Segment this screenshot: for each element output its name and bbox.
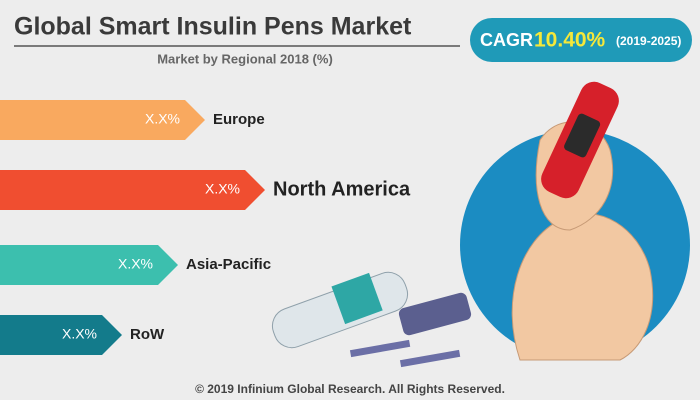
region-label: North America [273, 178, 411, 200]
region-value: X.X% [205, 181, 240, 197]
region-value: X.X% [62, 326, 97, 342]
region-value: X.X% [145, 111, 180, 127]
hand [511, 213, 654, 361]
footer: © 2019 Infinium Global Research. All Rig… [195, 382, 505, 396]
title: Global Smart Insulin Pens Market [14, 13, 412, 41]
strip [399, 349, 461, 368]
subtitle: Market by Regional 2018 (%) [157, 51, 333, 66]
illustration [271, 81, 690, 368]
cagr-value: 10.40% [534, 29, 606, 52]
region-value: X.X% [118, 256, 153, 272]
strip [349, 339, 411, 358]
region-label: Europe [213, 111, 265, 128]
regions: X.X% Europe X.X% North America X.X% Asia-Paci… [0, 100, 411, 355]
cagr-period: (2019-2025) [616, 34, 681, 48]
meter-screen [564, 113, 601, 158]
region-label: Asia-Pacific [186, 256, 271, 273]
region-label: RoW [130, 326, 165, 343]
region-arrow [0, 100, 205, 140]
cagr-badge [470, 18, 692, 62]
region-arrow [0, 315, 122, 355]
region-arrow [0, 170, 265, 210]
cagr-label: CAGR [480, 30, 533, 50]
device [398, 292, 472, 336]
pen-band [331, 272, 383, 325]
region-arrow [0, 245, 178, 285]
